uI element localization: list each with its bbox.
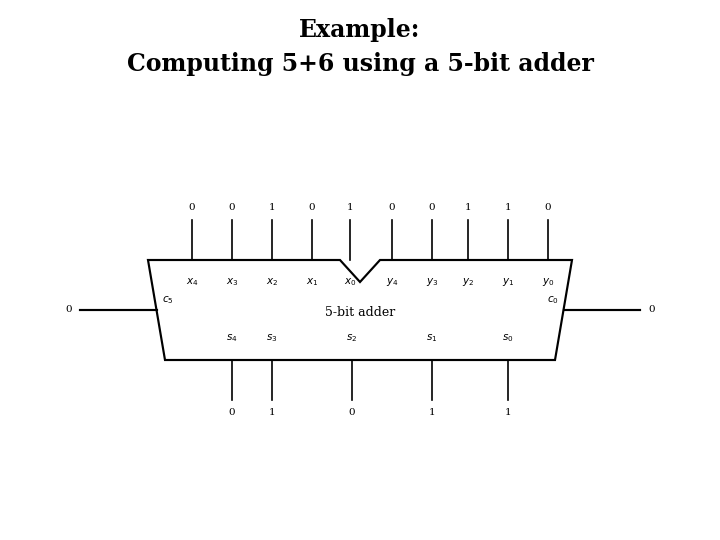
Text: 1: 1 — [428, 408, 436, 417]
Text: $y_{1}$: $y_{1}$ — [502, 276, 514, 288]
Text: $y_{3}$: $y_{3}$ — [426, 276, 438, 288]
Text: $x_{4}$: $x_{4}$ — [186, 276, 198, 288]
Text: $x_{3}$: $x_{3}$ — [226, 276, 238, 288]
Text: 1: 1 — [347, 203, 354, 212]
Text: $x_{1}$: $x_{1}$ — [306, 276, 318, 288]
Text: $s_{3}$: $s_{3}$ — [266, 332, 278, 344]
Text: 0: 0 — [545, 203, 552, 212]
Text: 0: 0 — [428, 203, 436, 212]
Text: 1: 1 — [464, 203, 472, 212]
Text: 1: 1 — [505, 203, 511, 212]
Text: $y_{4}$: $y_{4}$ — [386, 276, 398, 288]
Text: $x_{0}$: $x_{0}$ — [343, 276, 356, 288]
Text: 0: 0 — [229, 203, 235, 212]
Text: $s_{1}$: $s_{1}$ — [426, 332, 438, 344]
Text: $s_{2}$: $s_{2}$ — [346, 332, 358, 344]
Text: $y_{0}$: $y_{0}$ — [541, 276, 554, 288]
Text: 1: 1 — [505, 408, 511, 417]
Text: $s_{4}$: $s_{4}$ — [226, 332, 238, 344]
Text: Computing 5+6 using a 5-bit adder: Computing 5+6 using a 5-bit adder — [127, 52, 593, 76]
Text: 0: 0 — [66, 306, 72, 314]
Text: 5-bit adder: 5-bit adder — [325, 306, 395, 319]
Text: 0: 0 — [309, 203, 315, 212]
Text: 0: 0 — [648, 306, 654, 314]
Text: 0: 0 — [348, 408, 355, 417]
Text: 0: 0 — [229, 408, 235, 417]
Text: 0: 0 — [189, 203, 195, 212]
Text: 0: 0 — [389, 203, 395, 212]
Text: $y_{2}$: $y_{2}$ — [462, 276, 474, 288]
Text: $c_{5}$: $c_{5}$ — [161, 294, 173, 306]
Text: $x_{2}$: $x_{2}$ — [266, 276, 278, 288]
Text: Example:: Example: — [300, 18, 420, 42]
Text: 1: 1 — [269, 203, 275, 212]
Text: $s_{0}$: $s_{0}$ — [503, 332, 514, 344]
Text: 1: 1 — [269, 408, 275, 417]
Text: $c_{0}$: $c_{0}$ — [546, 294, 559, 306]
